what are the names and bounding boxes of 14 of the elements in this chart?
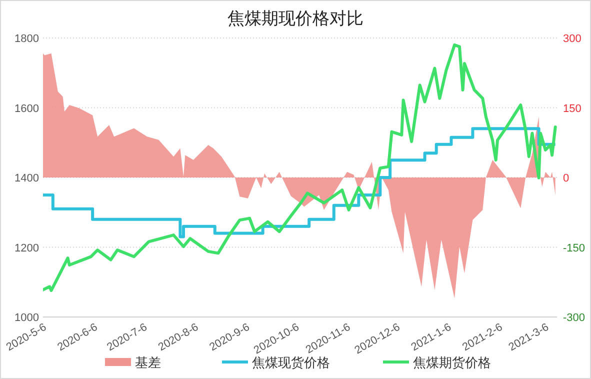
y-tick-label: 1000 — [14, 312, 39, 324]
legend-label: 焦煤现货价格 — [252, 355, 330, 370]
y-tick-label: 1400 — [14, 172, 39, 184]
chart-title: 焦煤期现价格对比 — [228, 9, 364, 28]
y2-tick-label: 150 — [563, 102, 582, 115]
y2-tick-label: 0 — [563, 172, 570, 184]
legend-label: 焦煤期货价格 — [413, 355, 491, 370]
y2-tick-label: -300 — [563, 312, 586, 324]
legend-label: 基差 — [135, 355, 161, 370]
y-tick-label: 1800 — [14, 33, 39, 45]
y-tick-label: 1600 — [14, 102, 39, 115]
y2-tick-label: -150 — [563, 242, 586, 254]
y2-tick-label: 300 — [563, 33, 582, 45]
y-tick-label: 1200 — [14, 242, 39, 254]
